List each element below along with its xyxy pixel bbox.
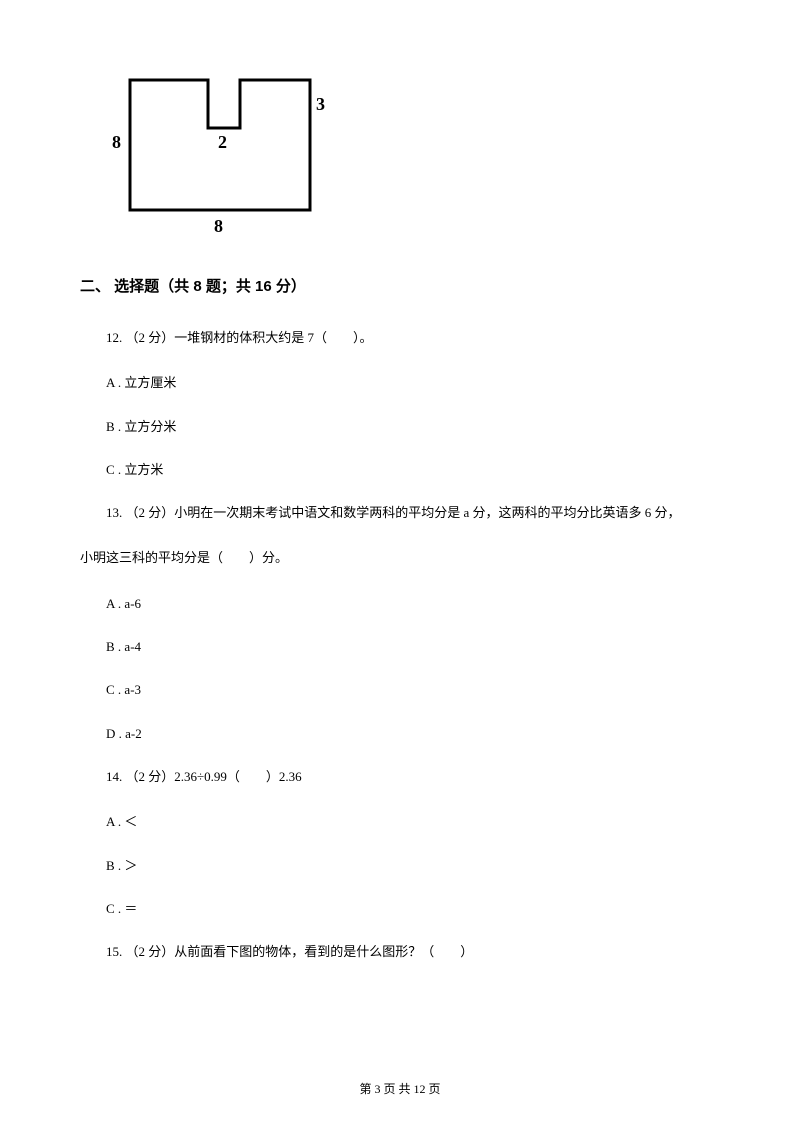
q13-option-b: B . a-4 <box>80 633 720 660</box>
label-left: 8 <box>112 132 121 152</box>
q12-stem: 12. （2 分）一堆钢材的体积大约是 7（ ）。 <box>80 324 720 351</box>
q12-option-c: C . 立方米 <box>80 456 720 483</box>
q13-stem-cont: 小明这三科的平均分是（ ）分。 <box>80 544 720 571</box>
section-header: 二、 选择题（共 8 题；共 16 分） <box>80 275 720 296</box>
q13-option-c: C . a-3 <box>80 676 720 703</box>
label-notch-bottom: 2 <box>218 132 227 152</box>
q14-option-b: B . ＞ <box>80 852 720 879</box>
q13-stem: 13. （2 分）小明在一次期末考试中语文和数学两科的平均分是 a 分，这两科的… <box>80 499 720 526</box>
q15-stem: 15. （2 分）从前面看下图的物体，看到的是什么图形？（ ） <box>80 938 720 965</box>
label-bottom: 8 <box>214 216 223 236</box>
q14-option-a: A . ＜ <box>80 808 720 835</box>
q13-option-a: A . a-6 <box>80 590 720 617</box>
u-shape-svg: 8 3 2 8 <box>100 70 330 240</box>
q12-option-a: A . 立方厘米 <box>80 369 720 396</box>
u-shape-figure: 8 3 2 8 <box>100 70 720 240</box>
q14-stem: 14. （2 分）2.36÷0.99（ ）2.36 <box>80 763 720 790</box>
q13-option-d: D . a-2 <box>80 720 720 747</box>
q12-option-b: B . 立方分米 <box>80 413 720 440</box>
q14-option-c: C . ＝ <box>80 895 720 922</box>
page-footer: 第 3 页 共 12 页 <box>0 1080 800 1097</box>
label-topright: 3 <box>316 94 325 114</box>
